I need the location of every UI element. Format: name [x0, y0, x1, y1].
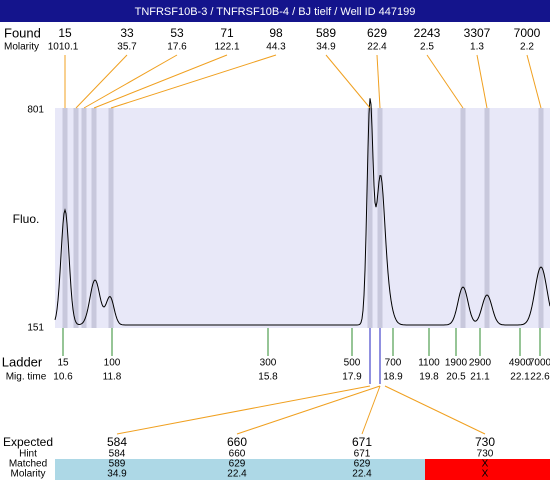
found-molarity: 44.3 [266, 42, 286, 53]
found-size: 3307 [464, 26, 491, 40]
ladder-size: 2900 [469, 358, 492, 369]
found-molarity: 2.2 [520, 42, 534, 53]
found-connector [83, 54, 178, 109]
peak-band [367, 108, 373, 328]
ladder-size: 1100 [418, 358, 440, 369]
hint-value: 584 [109, 449, 126, 460]
hint-value: 730 [477, 449, 494, 460]
matched-value: 629 [354, 459, 371, 470]
row-label: Molarity [10, 469, 45, 480]
hint-value: 660 [229, 449, 246, 460]
expected-connector [361, 385, 381, 435]
hint-value: 671 [354, 449, 371, 460]
expected-connector [116, 385, 371, 435]
peak-band [73, 108, 79, 328]
row-label: Expected [3, 435, 53, 449]
found-connector [110, 54, 277, 109]
ladder-time: 21.1 [470, 372, 490, 383]
header-title: TNFRSF10B-3 / TNFRSF10B-4 / BJ tielf / W… [135, 6, 416, 18]
found-size: 7000 [514, 26, 541, 40]
ladder-time: 22.6 [530, 372, 550, 383]
ladder-time: 18.9 [383, 372, 403, 383]
ladder-size: 4900 [509, 358, 532, 369]
mig-time-label: Mig. time [6, 372, 47, 383]
ladder-size: 15 [57, 358, 69, 369]
found-size: 98 [269, 26, 283, 40]
y-bottom-label: 151 [27, 323, 44, 334]
expected-value: 660 [227, 435, 247, 449]
found-connector [526, 54, 542, 109]
ladder-time: 22.1 [510, 372, 530, 383]
molarity-value: X [482, 469, 489, 480]
header-bar [0, 0, 550, 22]
found-connector [93, 54, 228, 109]
found-molarity: 34.9 [316, 42, 336, 53]
molarity-value: 22.4 [227, 469, 247, 480]
ladder-time: 10.6 [53, 372, 73, 383]
peak-band [91, 108, 97, 328]
ladder-time: 19.8 [419, 372, 439, 383]
found-size: 71 [220, 26, 234, 40]
ladder-size: 1900 [445, 358, 468, 369]
found-connector [376, 54, 381, 109]
found-connector [75, 54, 128, 109]
ladder-size: 7000 [529, 358, 550, 369]
expected-value: 671 [352, 435, 372, 449]
found-connector [476, 54, 488, 109]
found-molarity: 22.4 [367, 42, 387, 53]
ladder-time: 20.5 [446, 372, 466, 383]
ladder-label: Ladder [2, 354, 43, 369]
found-size: 589 [316, 26, 336, 40]
found-connector [325, 54, 371, 109]
molarity-label: Molarity [4, 42, 39, 53]
found-size: 15 [58, 26, 72, 40]
found-molarity: 1.3 [470, 42, 484, 53]
row-label: Matched [9, 459, 47, 470]
molarity-value: 22.4 [352, 469, 372, 480]
peak-band [81, 108, 87, 328]
found-label: Found [4, 25, 41, 40]
ladder-size: 500 [344, 358, 361, 369]
peak-band [62, 108, 68, 328]
matched-bg [55, 459, 425, 480]
found-size: 53 [170, 26, 184, 40]
expected-value: 584 [107, 435, 127, 449]
ladder-size: 700 [385, 358, 402, 369]
matched-value: 589 [109, 459, 126, 470]
expected-value: 730 [475, 435, 495, 449]
matched-value: X [482, 459, 489, 470]
found-size: 33 [120, 26, 134, 40]
peak-band [377, 108, 383, 328]
trace [54, 98, 550, 326]
found-connector [426, 54, 464, 109]
y-axis-label: Fluo. [13, 212, 40, 226]
found-molarity: 122.1 [214, 42, 239, 53]
matched-value: 629 [229, 459, 246, 470]
found-size: 2243 [414, 26, 441, 40]
ladder-size: 300 [260, 358, 277, 369]
expected-connector [384, 385, 486, 435]
unmatched-bg [425, 459, 550, 480]
plot-area [55, 108, 550, 328]
peak-band [538, 108, 544, 328]
row-label: Hint [19, 449, 37, 460]
expected-connector [236, 385, 381, 435]
found-molarity: 35.7 [117, 42, 137, 53]
found-molarity: 1010.1 [48, 42, 79, 53]
peak-band [484, 108, 490, 328]
molarity-value: 34.9 [107, 469, 127, 480]
found-molarity: 2.5 [420, 42, 434, 53]
y-top-label: 801 [27, 105, 44, 116]
peak-band [460, 108, 466, 328]
peak-band [108, 108, 114, 328]
found-size: 629 [367, 26, 387, 40]
found-molarity: 17.6 [167, 42, 187, 53]
ladder-time: 11.8 [103, 372, 122, 383]
ladder-time: 17.9 [342, 372, 362, 383]
ladder-size: 100 [104, 358, 121, 369]
ladder-time: 15.8 [258, 372, 278, 383]
